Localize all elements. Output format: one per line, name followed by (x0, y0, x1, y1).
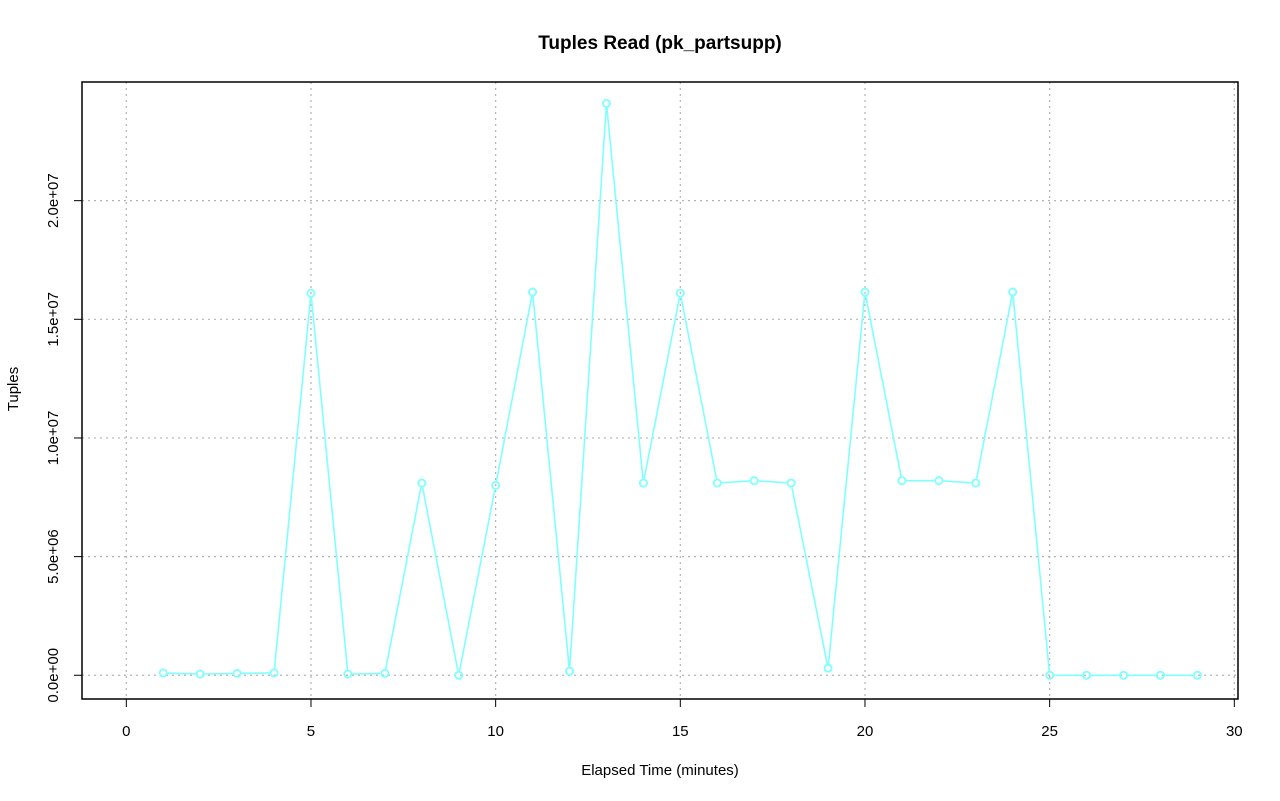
x-tick-label: 25 (1041, 723, 1058, 740)
data-point (601, 98, 611, 108)
data-point (232, 668, 242, 678)
x-tick-label: 10 (487, 723, 504, 740)
series-line-segment (1012, 296, 1051, 671)
series-line-segment (643, 297, 681, 479)
series-line-segment (758, 480, 787, 484)
series-line-segment (827, 296, 866, 664)
series-line-segment (532, 296, 570, 667)
data-point (823, 663, 833, 673)
data-point (675, 288, 685, 298)
y-axis-label: Tuples (5, 367, 22, 411)
data-point (749, 476, 759, 486)
data-point (306, 288, 316, 298)
series-line-segment (791, 487, 828, 664)
x-axis: 0 5 10 15 20 25 30 (122, 698, 1243, 740)
y-tick-label: 0.0e+00 (45, 648, 62, 703)
grid-lines (82, 82, 1238, 699)
series-line-segment (943, 480, 972, 484)
data-point (1192, 670, 1202, 680)
y-tick-label: 5.0e+06 (45, 529, 62, 584)
y-tick-label: 2.0e+07 (45, 173, 62, 228)
series-line-segment (606, 107, 644, 479)
series-line-segment (167, 672, 196, 675)
data-point (195, 669, 205, 679)
data-point (1119, 670, 1129, 680)
data-point (380, 668, 390, 678)
data-point (1008, 287, 1018, 297)
data-point (860, 287, 870, 297)
series-line-segment (273, 297, 312, 669)
series-line-segment (569, 107, 607, 667)
data-point (158, 668, 168, 678)
data-point (1155, 670, 1165, 680)
series-line-segment (458, 489, 496, 672)
data-point (1045, 670, 1055, 680)
plot-frame (81, 81, 1239, 700)
data-point (269, 668, 279, 678)
data-point (565, 666, 575, 676)
series-line-segment (975, 296, 1013, 479)
series-line-segment (310, 297, 349, 670)
y-tick-label: 1.0e+07 (45, 411, 62, 466)
data-point (454, 670, 464, 680)
series-line-segment (384, 487, 422, 670)
data-point (491, 480, 501, 490)
data-point (528, 287, 538, 297)
series-line-segment (421, 487, 459, 672)
x-axis-label: Elapsed Time (minutes) (581, 762, 739, 779)
data-point (417, 478, 427, 488)
x-tick-label: 5 (307, 723, 315, 740)
data-point (971, 478, 981, 488)
data-point (638, 478, 648, 488)
x-tick-label: 20 (857, 723, 874, 740)
x-tick-label: 15 (672, 723, 689, 740)
data-point (712, 478, 722, 488)
y-tick-label: 1.5e+07 (45, 292, 62, 347)
series-line-segment (721, 480, 750, 484)
series-line-segment (865, 296, 902, 477)
data-point (786, 478, 796, 488)
data-point (343, 669, 353, 679)
x-tick-label: 30 (1226, 723, 1243, 740)
y-axis: 0.0e+00 5.0e+06 1.0e+07 1.5e+07 2.0e+07 (45, 173, 83, 703)
series-line-segment (352, 672, 381, 675)
series-line-segment (495, 296, 533, 482)
data-point (897, 476, 907, 486)
data-point (1082, 670, 1092, 680)
chart-title: Tuples Read (pk_partsupp) (538, 33, 782, 54)
x-tick-label: 0 (122, 723, 130, 740)
data-point (934, 476, 944, 486)
series-line-segment (204, 672, 233, 675)
series-line-segment (680, 297, 718, 479)
data-series (158, 98, 1202, 680)
